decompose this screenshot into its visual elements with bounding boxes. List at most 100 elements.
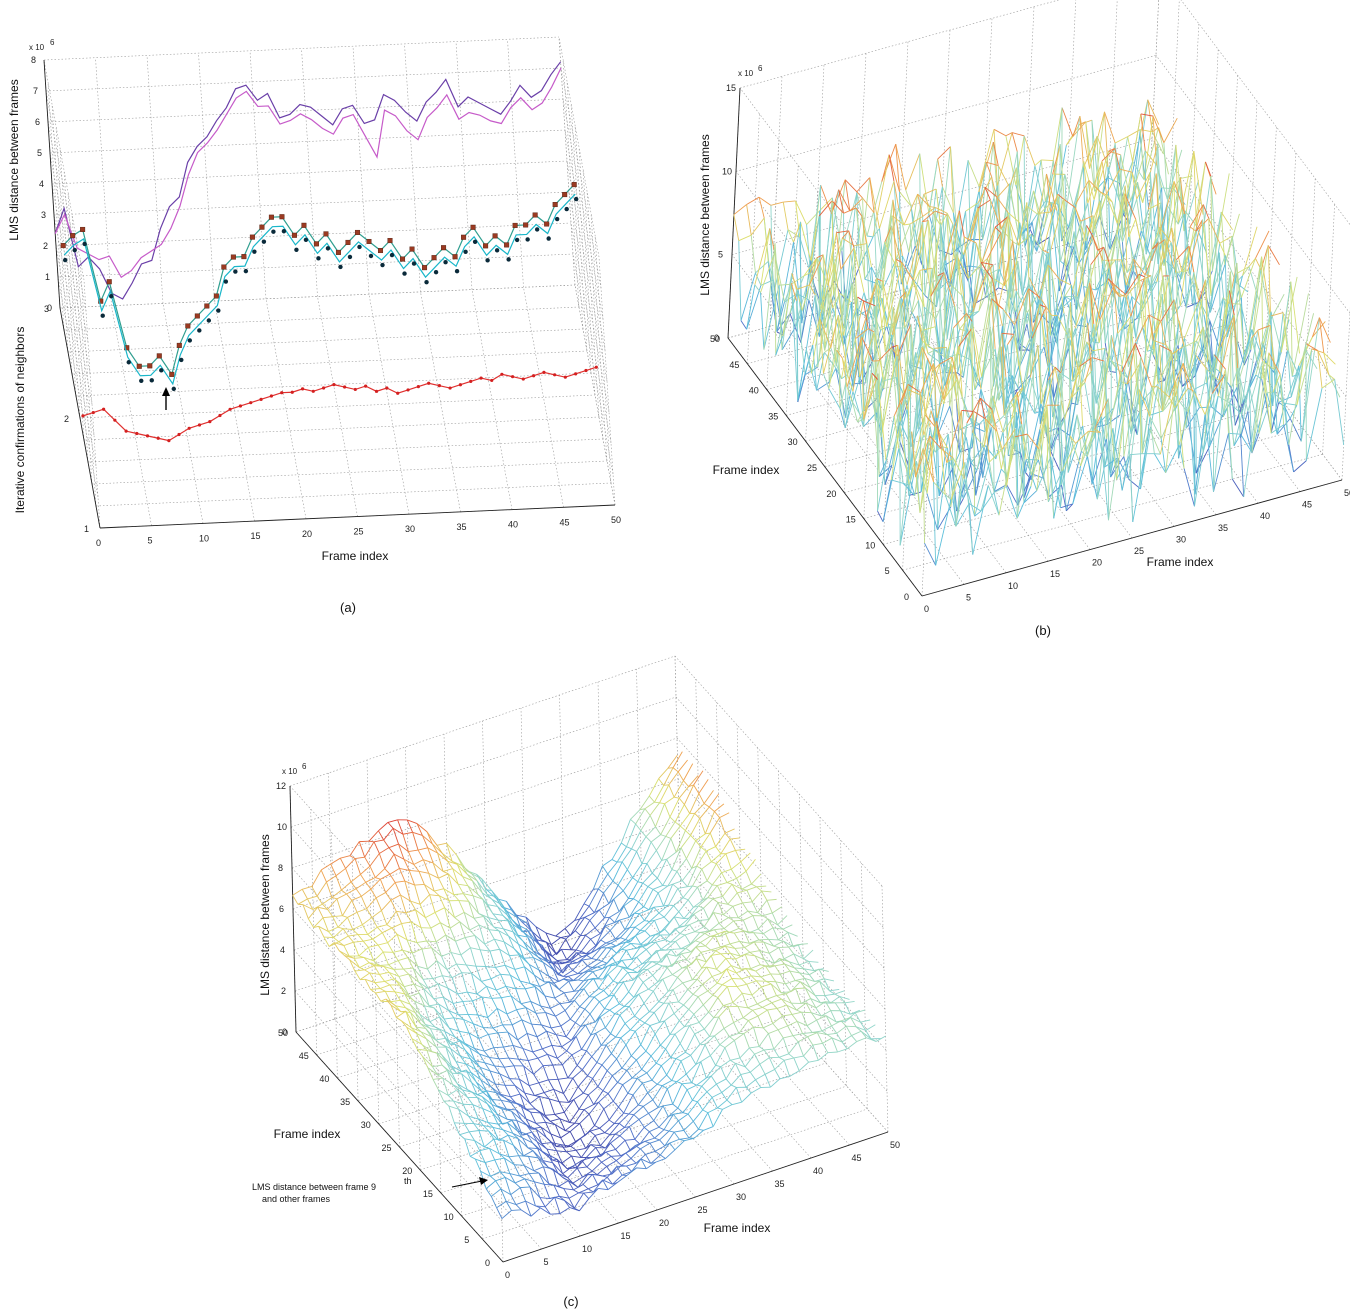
surface-mesh-line bbox=[292, 895, 299, 905]
surface-mesh-line bbox=[893, 307, 897, 378]
surface-mesh-line bbox=[617, 869, 628, 886]
series-marker-dot bbox=[197, 328, 202, 333]
series-marker-square bbox=[268, 214, 274, 220]
surface-mesh-line bbox=[1071, 382, 1086, 398]
y-tick-label: 20 bbox=[402, 1166, 412, 1176]
surface-mesh-line bbox=[1247, 361, 1263, 412]
surface-mesh-line bbox=[727, 892, 738, 905]
surface-mesh-line bbox=[666, 953, 673, 967]
side-wall-gridline bbox=[75, 235, 93, 485]
surface-mesh-line bbox=[1088, 180, 1101, 193]
back-wall-gridline bbox=[292, 778, 679, 910]
surface-mesh-line bbox=[671, 948, 681, 950]
surface-mesh-line bbox=[692, 885, 698, 888]
series-marker-point bbox=[113, 418, 117, 422]
surface-mesh-line bbox=[458, 900, 469, 902]
surface-mesh-line bbox=[1111, 201, 1118, 224]
surface-mesh-line bbox=[1108, 185, 1126, 275]
surface-mesh-line bbox=[560, 949, 568, 960]
surface-mesh-line bbox=[822, 254, 834, 309]
x-tick-label: 35 bbox=[775, 1179, 785, 1189]
surface-mesh-line bbox=[450, 952, 457, 965]
surface-mesh-line bbox=[1110, 371, 1123, 473]
surface-mesh-line bbox=[426, 940, 437, 943]
surface-mesh-line bbox=[1006, 486, 1018, 519]
surface-mesh-line bbox=[481, 878, 488, 895]
surface-mesh-line bbox=[565, 938, 572, 950]
surface-mesh-line bbox=[1133, 258, 1146, 276]
series-marker-square bbox=[279, 214, 285, 220]
surface-mesh-line bbox=[520, 1001, 531, 1005]
surface-mesh-line bbox=[929, 435, 935, 483]
surface-mesh-line bbox=[1110, 457, 1119, 478]
x-tick-label: 20 bbox=[1092, 558, 1102, 568]
surface-mesh-line bbox=[849, 197, 863, 212]
surface-mesh-line bbox=[394, 882, 401, 896]
floor-gridline bbox=[461, 1085, 847, 1217]
surface-mesh-line bbox=[687, 865, 698, 887]
surface-mesh-line bbox=[980, 397, 993, 410]
series-marker-point bbox=[594, 365, 598, 369]
surface-mesh-line bbox=[612, 1067, 623, 1077]
surface-mesh-line bbox=[433, 1077, 443, 1080]
surface-mesh-line bbox=[534, 1092, 545, 1096]
surface-mesh-line bbox=[1135, 314, 1150, 343]
surface-mesh-line bbox=[1042, 249, 1049, 254]
series-marker-square bbox=[422, 265, 428, 271]
surface-mesh-line bbox=[1094, 398, 1109, 430]
surface-mesh-line bbox=[819, 197, 833, 212]
surface-mesh-line bbox=[745, 859, 756, 872]
surface-mesh-line bbox=[337, 917, 348, 928]
surface-mesh-line bbox=[1074, 212, 1087, 250]
surface-mesh-line bbox=[1213, 374, 1226, 492]
surface-mesh-line bbox=[564, 990, 575, 994]
series-marker-point bbox=[448, 386, 452, 390]
surface-mesh-line bbox=[375, 877, 381, 880]
surface-mesh-line bbox=[706, 863, 717, 882]
surface-mesh-line bbox=[701, 868, 708, 882]
surface-mesh-line bbox=[582, 958, 592, 961]
surface-mesh-line bbox=[1193, 272, 1205, 315]
surface-mesh-line bbox=[595, 1027, 606, 1034]
surface-mesh-line bbox=[572, 1077, 579, 1088]
surface-mesh-line bbox=[1224, 236, 1233, 266]
surface-mesh-line bbox=[919, 270, 925, 308]
surface-mesh-line bbox=[1080, 429, 1096, 467]
surface-mesh-line bbox=[588, 888, 599, 907]
side-wall-gridline bbox=[49, 152, 91, 374]
y-tick-label: 35 bbox=[768, 411, 778, 421]
surface-mesh-line bbox=[852, 336, 863, 392]
surface-mesh-line bbox=[694, 926, 705, 933]
surface-mesh-line bbox=[1202, 204, 1210, 219]
surface-mesh-line bbox=[705, 945, 711, 951]
surface-mesh-line bbox=[626, 949, 633, 960]
surface-mesh-line bbox=[1075, 225, 1087, 325]
surface-mesh-line bbox=[622, 890, 629, 899]
surface-mesh-line bbox=[699, 818, 706, 834]
back-wall-gridline bbox=[404, 43, 421, 292]
surface-mesh-line bbox=[556, 1058, 563, 1066]
surface-mesh-line bbox=[412, 967, 424, 980]
surface-mesh-line bbox=[527, 949, 534, 958]
x-tick-label: 10 bbox=[582, 1244, 592, 1254]
surface-mesh-line bbox=[1194, 414, 1206, 495]
surface-mesh-line bbox=[729, 940, 740, 945]
series-marker-dot bbox=[389, 252, 395, 258]
surface-mesh-line bbox=[899, 431, 913, 546]
surface-mesh-line bbox=[436, 842, 447, 846]
y-tick-label: 2 bbox=[64, 414, 69, 424]
surface-mesh-line bbox=[884, 421, 901, 485]
surface-mesh-line bbox=[1091, 438, 1107, 485]
surface-mesh-line bbox=[583, 1104, 594, 1111]
floor-gridline bbox=[317, 296, 358, 517]
surface-mesh-line bbox=[593, 978, 600, 989]
surface-mesh-line bbox=[603, 980, 614, 991]
surface-mesh-line bbox=[1115, 297, 1127, 373]
surface-mesh-line bbox=[652, 885, 663, 890]
surface-mesh-line bbox=[1222, 368, 1239, 414]
surface-mesh-line bbox=[417, 847, 428, 851]
surface-mesh-line bbox=[1125, 230, 1142, 294]
surface-mesh-line bbox=[639, 1011, 650, 1021]
surface-mesh-line bbox=[1018, 331, 1033, 367]
surface-mesh-line bbox=[1022, 304, 1041, 399]
